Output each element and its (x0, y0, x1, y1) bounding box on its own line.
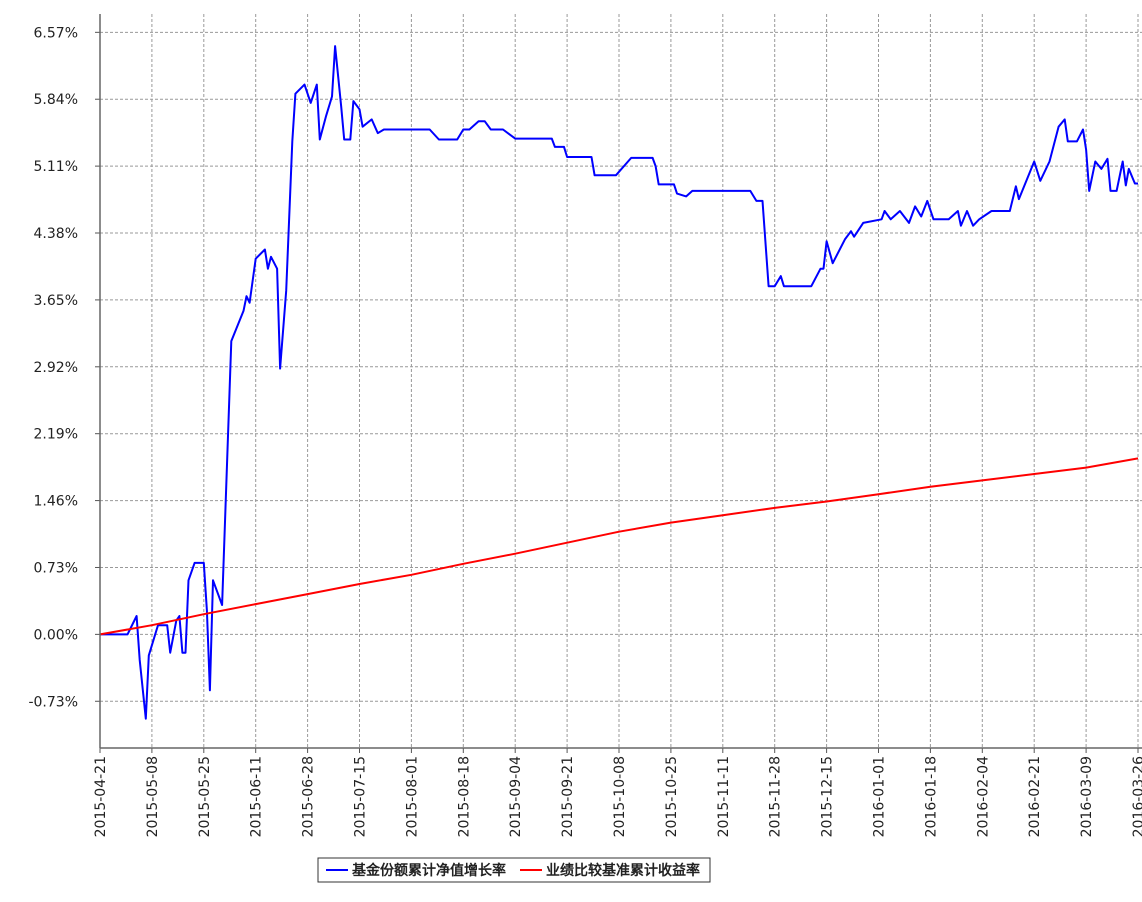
x-tick-label: 2015-04-21 (93, 756, 109, 837)
x-tick-label: 2016-03-09 (1079, 756, 1095, 837)
x-tick-label: 2015-05-08 (145, 756, 161, 837)
x-tick-label: 2015-08-01 (404, 756, 420, 837)
axes: -0.73% 0.00% 0.73% 1.46% 2.19% 2.92% 3.65% 4.38… (28, 14, 1142, 837)
x-tick-label: 2015-06-28 (301, 756, 317, 837)
x-tick-label: 2015-12-15 (820, 756, 836, 837)
x-tick-label: 2015-07-15 (353, 756, 369, 837)
x-tick-label: 2016-01-01 (872, 756, 888, 837)
y-tick-label: 0.00% (34, 627, 78, 643)
x-tick-label: 2015-09-21 (560, 756, 576, 837)
x-tick-label: 2015-11-28 (768, 756, 784, 837)
x-tick-label: 2015-06-11 (249, 756, 265, 837)
legend-label: 业绩比较基准累计收益率 (546, 862, 700, 879)
x-tick-label: 2015-08-18 (456, 756, 472, 837)
plot (99, 45, 1139, 720)
x-tick-label: 2016-02-04 (975, 756, 991, 837)
x-tick-label: 2016-02-21 (1027, 756, 1043, 837)
x-tick-label: 2016-03-26 (1131, 756, 1142, 837)
y-tick-label: 2.92% (34, 360, 78, 376)
legend: 基金份额累计净值增长率 业绩比较基准累计收益率 (317, 857, 711, 883)
y-tick-label: 3.65% (34, 293, 78, 309)
series-line (100, 45, 1138, 720)
y-tick-label: 2.19% (34, 427, 78, 443)
y-tick-label: 1.46% (34, 494, 78, 510)
y-tick-label: 5.11% (34, 159, 78, 175)
x-tick-label: 2016-01-18 (923, 756, 939, 837)
x-tick-label: 2015-10-08 (612, 756, 628, 837)
series-line (99, 457, 1139, 636)
legend-label: 基金份额累计净值增长率 (352, 862, 506, 879)
x-tick-label: 2015-05-25 (197, 756, 213, 837)
x-tick-label: 2015-10-25 (664, 756, 680, 837)
y-tick-label: 5.84% (34, 92, 78, 108)
y-tick-label: 0.73% (34, 560, 78, 576)
legend-box (317, 857, 711, 883)
grid (99, 14, 1142, 748)
y-tick-label: 4.38% (34, 226, 78, 242)
x-tick-label: 2015-11-11 (716, 756, 732, 837)
y-tick-label: 6.57% (34, 25, 78, 41)
x-tick-label: 2015-09-04 (508, 756, 524, 837)
y-tick-label: -0.73% (28, 694, 78, 710)
